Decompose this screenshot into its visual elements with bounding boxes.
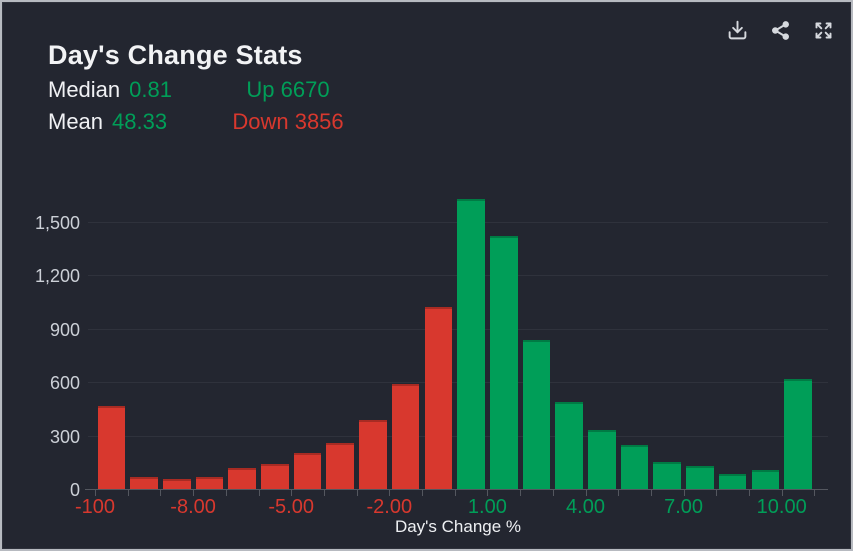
- x-axis-tick: [749, 490, 750, 496]
- x-axis-tick: [389, 490, 391, 496]
- y-axis-tick-label: 1,500: [34, 213, 80, 233]
- histogram-bar[interactable]: [424, 307, 453, 489]
- y-axis-tick-label: 300: [49, 426, 80, 447]
- x-axis: -100 -8.00 -5.00 -2.00 1.00 4.00 7.00 10.00: [75, 494, 828, 520]
- histogram-bar[interactable]: [522, 340, 551, 489]
- y-axis-tick-label: 0: [69, 480, 80, 500]
- x-axis-title: Day's Change %: [394, 517, 522, 536]
- x-axis-tick-label: -2.00: [366, 496, 413, 518]
- x-axis-line: [85, 489, 828, 490]
- histogram-bar[interactable]: [391, 383, 420, 489]
- x-axis-tick: [258, 490, 260, 496]
- x-axis-tick: [552, 490, 554, 496]
- x-axis-tick: [618, 490, 620, 496]
- x-axis-tick-label: -8.00: [170, 496, 216, 518]
- median-label: Median: [48, 77, 121, 102]
- x-axis-tick: [650, 490, 652, 496]
- x-axis-tick-label: 4.00: [566, 496, 605, 518]
- chart-toolbar: [725, 18, 835, 42]
- download-button[interactable]: [725, 18, 749, 42]
- histogram-bar[interactable]: [228, 467, 256, 489]
- histogram-bar[interactable]: [751, 470, 780, 489]
- mean-label: Mean: [48, 109, 104, 134]
- x-axis-tick: [356, 490, 358, 496]
- histogram-bar[interactable]: [588, 430, 616, 489]
- y-axis: 0 300 600 900 1,200 1,500: [10, 182, 80, 500]
- x-axis-tick: [781, 490, 783, 496]
- x-axis-tick: [422, 490, 423, 496]
- histogram-bar[interactable]: [130, 477, 158, 489]
- x-axis-tick-label: -100: [74, 496, 116, 518]
- x-axis-tick: [520, 490, 522, 496]
- x-axis-tick: [683, 490, 685, 496]
- x-axis-tick: [585, 490, 587, 496]
- histogram-bar[interactable]: [653, 462, 682, 489]
- histogram-bar[interactable]: [784, 378, 812, 489]
- x-axis-tick: [127, 490, 129, 496]
- y-axis-tick-label: 600: [49, 373, 80, 394]
- histogram-bar[interactable]: [620, 445, 649, 489]
- x-axis-tick: [160, 490, 162, 496]
- mean-value: 48.33: [112, 109, 168, 134]
- histogram-bar[interactable]: [195, 476, 224, 489]
- histogram-bar[interactable]: [293, 453, 322, 489]
- download-icon: [727, 20, 748, 41]
- histogram-bar[interactable]: [97, 406, 126, 489]
- up-count: Up 6670: [246, 77, 330, 102]
- x-axis-tick: [291, 490, 293, 496]
- histogram-bar[interactable]: [718, 473, 747, 489]
- histogram-bar[interactable]: [261, 464, 289, 489]
- histogram-bar[interactable]: [489, 236, 518, 489]
- x-axis-tick: [323, 490, 325, 496]
- x-axis-tick: [225, 490, 227, 496]
- histogram-bar[interactable]: [457, 198, 485, 489]
- x-axis-tick-label: 1.00: [467, 496, 507, 518]
- median-value: 0.81: [129, 77, 172, 102]
- y-axis-tick-label: 900: [49, 319, 80, 340]
- share-icon: [770, 20, 791, 41]
- y-axis-tick-label: 1,200: [34, 266, 80, 287]
- histogram-bar[interactable]: [326, 442, 355, 489]
- x-axis-tick: [454, 490, 456, 496]
- x-axis-tick-label: -5.00: [268, 496, 314, 518]
- x-axis-tick-label: 10.00: [756, 496, 807, 518]
- plot-area: [85, 182, 828, 496]
- down-count: Down 3856: [232, 109, 344, 134]
- share-button[interactable]: [768, 18, 792, 42]
- x-axis-tick: [95, 490, 96, 496]
- histogram-bar[interactable]: [162, 479, 191, 489]
- x-axis-tick: [716, 490, 718, 496]
- x-axis-tick-label: 7.00: [664, 496, 704, 518]
- histogram-bar[interactable]: [555, 401, 583, 489]
- fullscreen-icon: [813, 20, 834, 41]
- chart-title: Day's Change Stats: [48, 40, 303, 70]
- histogram-bar[interactable]: [359, 420, 387, 489]
- x-axis-tick: [487, 490, 489, 496]
- fullscreen-button[interactable]: [811, 18, 835, 42]
- x-axis-tick: [814, 490, 816, 496]
- median-stat: Median 0.81: [48, 77, 172, 103]
- histogram-bar[interactable]: [686, 465, 714, 489]
- x-axis-tick: [193, 490, 195, 496]
- mean-stat: Mean 48.33: [48, 109, 167, 135]
